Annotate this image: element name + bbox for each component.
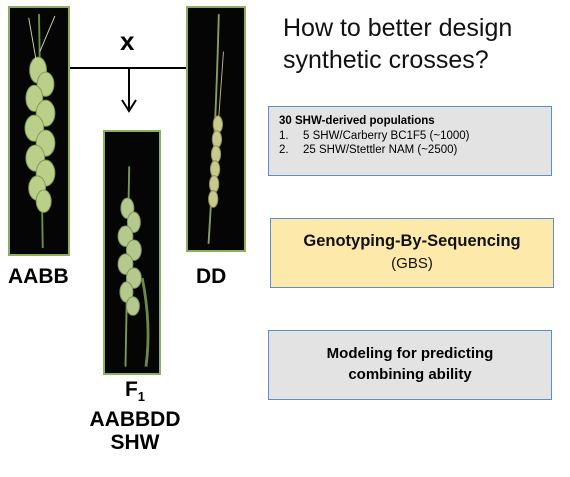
wheat-spike-image xyxy=(207,14,224,244)
f1-name-label: SHW xyxy=(110,431,160,455)
list-item: 1. 5 SHW/Carberry BC1F5 (~1000) xyxy=(279,130,470,142)
arrow-down-icon xyxy=(121,99,137,113)
populations-heading: 30 SHW-derived populations xyxy=(279,115,435,127)
page-title: How to better design synthetic crosses? xyxy=(283,14,513,74)
aabb-label: AABB xyxy=(8,265,69,288)
f1-genome-label: AABBDD xyxy=(89,408,181,432)
gbs-box: Genotyping-By-Sequencing (GBS) xyxy=(270,218,554,288)
wheat-spike-image xyxy=(117,166,150,367)
dd-label: DD xyxy=(196,265,227,288)
gbs-subtitle: (GBS) xyxy=(391,255,433,272)
cross-symbol: x xyxy=(120,26,135,56)
populations-box: 30 SHW-derived populations 1. 5 SHW/Carb… xyxy=(268,106,552,176)
list-item: 2. 25 SHW/Stettler NAM (~2500) xyxy=(279,144,458,156)
cross-line-vertical xyxy=(128,67,130,109)
f1-label-block: F1 AABBDD SHW xyxy=(80,378,190,454)
modeling-line-2: combining ability xyxy=(348,366,472,383)
modeling-line-1: Modeling for predicting xyxy=(326,345,494,362)
wheat-spike-image xyxy=(24,14,56,248)
modeling-box: Modeling for predicting combining abilit… xyxy=(268,330,552,400)
aabb-spike-photo xyxy=(8,6,70,256)
dd-spike-photo xyxy=(186,6,246,252)
gbs-title: Genotyping-By-Sequencing xyxy=(303,232,521,250)
f1-spike-photo xyxy=(103,130,161,375)
f1-label: F1 xyxy=(124,378,146,405)
